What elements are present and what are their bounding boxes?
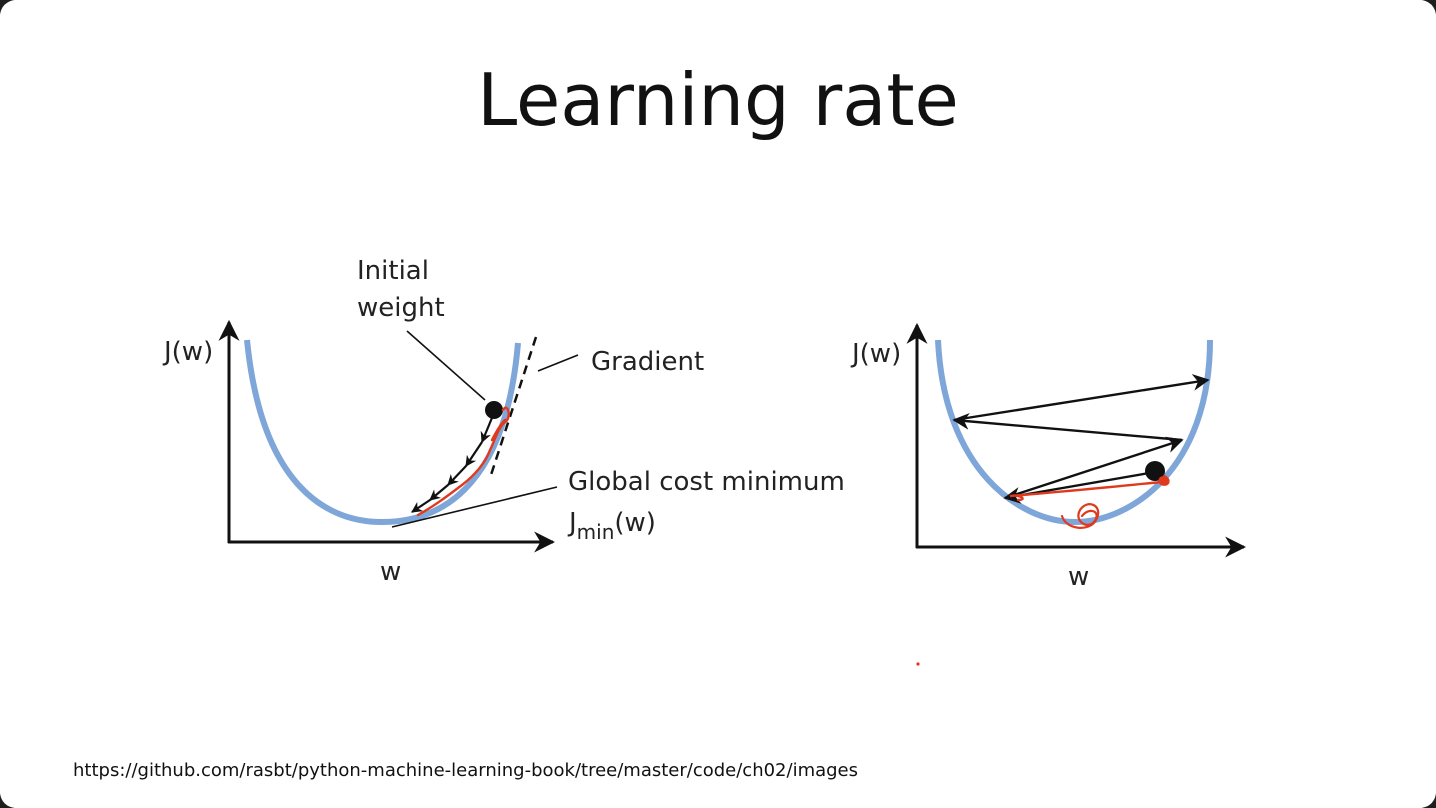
- jmin-label: Jmin(w): [567, 508, 656, 544]
- left-cost-curve: [244, 339, 521, 526]
- overshoot-step-arrow: [952, 412, 1183, 442]
- right-cost-curve: [935, 339, 1213, 526]
- right-x-axis-label: w: [1068, 562, 1089, 592]
- global-min-label: Global cost minimum: [568, 467, 845, 497]
- right-y-axis-label: J(w): [850, 339, 901, 369]
- small-step-arrows: [411, 412, 496, 513]
- left-x-axis-label: w: [380, 557, 401, 587]
- red-annotation-right: [1009, 474, 1170, 529]
- left-diagram: J(w) w Initial weight Gradient Global co…: [162, 256, 845, 587]
- descent-step-arrow: [447, 465, 467, 486]
- right-diagram: J(w) w: [850, 322, 1247, 592]
- descent-step-arrow: [465, 441, 483, 467]
- left-y-axis-label: J(w): [162, 337, 213, 367]
- jmin-base: J: [567, 508, 577, 538]
- initial-weight-label-line2: weight: [357, 293, 445, 323]
- gradient-label: Gradient: [591, 347, 704, 377]
- initial-weight-pointer: [406, 330, 486, 401]
- initial-weight-label-line1: Initial: [357, 256, 429, 286]
- right-start-point: [1145, 461, 1165, 481]
- jmin-subscript: min: [577, 520, 615, 544]
- gradient-pointer: [537, 354, 579, 372]
- overshoot-step-arrow: [1004, 436, 1184, 500]
- jmin-argument: (w): [614, 508, 656, 538]
- descent-step-arrow: [429, 484, 449, 501]
- descent-step-arrow: [411, 499, 431, 513]
- overshoot-arrows: [952, 374, 1210, 504]
- stray-red-dot: [916, 662, 920, 666]
- initial-weight-point: [485, 401, 503, 419]
- overshoot-step-arrow: [953, 374, 1210, 422]
- slide-title: Learning rate: [477, 58, 959, 142]
- source-url: https://github.com/rasbt/python-machine-…: [73, 760, 859, 781]
- gradient-tangent-line: [488, 336, 538, 479]
- red-annotation-left: [416, 406, 510, 517]
- global-min-pointer: [391, 486, 558, 528]
